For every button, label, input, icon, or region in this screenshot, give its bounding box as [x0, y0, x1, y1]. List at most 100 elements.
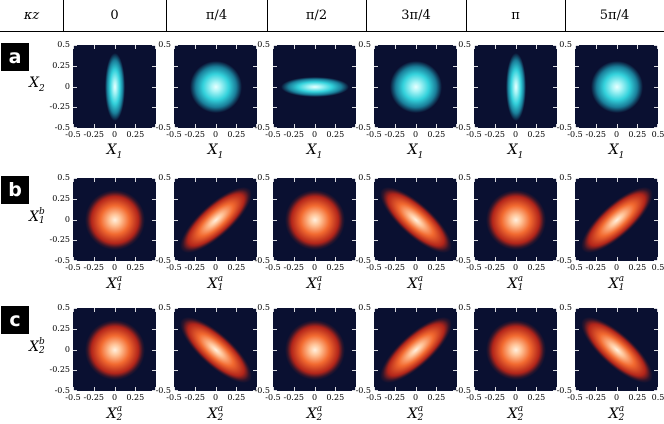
x-axis-label-sub: 2	[116, 413, 123, 423]
x-axis-label-base: X	[207, 406, 218, 422]
axis-tick	[474, 178, 475, 182]
x-tick-label: 0	[212, 263, 219, 272]
x-tick-label: -0.5	[567, 263, 583, 272]
axis-tick	[256, 178, 257, 182]
x-tick-label: 0	[412, 130, 419, 139]
axis-tick	[253, 390, 257, 391]
axis-tick	[273, 127, 277, 128]
wigner-distribution	[280, 76, 349, 97]
axis-tick	[273, 349, 277, 351]
axis-tick	[352, 260, 356, 261]
axis-tick	[654, 328, 658, 330]
axis-tick	[93, 124, 95, 128]
axis-tick	[575, 178, 579, 179]
axis-tick	[236, 308, 238, 312]
axis-tick	[575, 257, 576, 261]
axis-tick	[394, 124, 396, 128]
axis-tick	[394, 257, 396, 261]
y-tick-label: -0.5	[556, 256, 572, 265]
axis-tick	[654, 260, 658, 261]
axis-tick	[174, 390, 178, 391]
axis-tick	[135, 178, 137, 182]
axis-tick	[657, 387, 658, 391]
axis-tick	[436, 178, 438, 182]
axis-tick	[453, 390, 457, 391]
axis-tick	[394, 387, 396, 391]
axis-tick	[73, 45, 77, 46]
axis-tick	[575, 127, 579, 128]
axis-tick	[174, 260, 178, 261]
y-tick-label: -0.5	[155, 256, 171, 265]
axis-tick	[453, 127, 457, 128]
x-axis-label-sub: 2	[417, 413, 424, 423]
axis-tick	[415, 124, 417, 128]
axis-tick	[553, 328, 557, 330]
x-tick-label: -0.5	[466, 130, 482, 139]
axis-tick	[273, 107, 277, 109]
axis-tick	[152, 260, 156, 261]
axis-tick	[352, 65, 356, 67]
axis-tick	[253, 308, 257, 309]
x-tick-label: 0.25	[227, 263, 246, 272]
axis-tick	[474, 198, 478, 200]
x-tick-label: -0.5	[567, 393, 583, 402]
x-axis-label-base: X	[507, 406, 518, 422]
x-tick-label: -0.25	[585, 263, 606, 272]
x-axis-label-sup: a	[517, 404, 524, 414]
axis-tick	[174, 308, 178, 309]
axis-tick	[436, 308, 438, 312]
x-axis-label-sub: 1	[217, 150, 224, 161]
y-axis-label: X2	[29, 75, 45, 94]
axis-tick	[474, 328, 478, 330]
axis-tick	[374, 260, 378, 261]
x-axis-label-sup: a	[316, 274, 323, 284]
axis-tick	[595, 178, 597, 182]
phase-space-plot	[174, 308, 257, 391]
axis-tick	[174, 257, 175, 261]
x-tick-label: -0.25	[384, 263, 405, 272]
axis-tick	[236, 124, 238, 128]
y-tick-label: 0.5	[358, 173, 371, 182]
x-axis-label-base: X	[507, 276, 518, 292]
axis-tick	[293, 178, 295, 182]
axis-tick	[595, 124, 597, 128]
x-tick-label: -0.5	[567, 130, 583, 139]
x-tick-label: 0.25	[427, 130, 446, 139]
axis-tick	[553, 240, 557, 242]
axis-tick	[314, 308, 316, 312]
axis-tick	[73, 240, 77, 242]
axis-tick	[73, 124, 74, 128]
phase-space-plot	[474, 178, 557, 261]
phase-space-plot	[73, 308, 156, 391]
axis-tick	[556, 124, 557, 128]
axis-tick	[654, 240, 658, 242]
y-axis-label-base: X	[29, 75, 39, 91]
x-tick-label: 0.25	[628, 393, 647, 402]
axis-tick	[553, 86, 557, 88]
x-tick-label: 0.25	[326, 393, 345, 402]
axis-tick	[515, 387, 517, 391]
axis-tick	[174, 308, 175, 312]
axis-tick	[374, 124, 375, 128]
axis-tick	[515, 124, 517, 128]
axis-tick	[374, 257, 375, 261]
axis-tick	[474, 178, 478, 179]
wigner-distribution	[84, 189, 145, 250]
x-tick-label: 0.5	[651, 130, 664, 139]
phase-space-plot	[575, 308, 658, 391]
y-tick-label: -0.5	[54, 123, 70, 132]
x-axis-label-sup: a	[618, 274, 625, 284]
x-tick-label: -0.5	[65, 263, 81, 272]
x-axis-label-sup: a	[618, 404, 625, 414]
axis-tick	[352, 219, 356, 221]
axis-tick	[453, 86, 457, 88]
x-axis-label-sub: 1	[316, 283, 323, 293]
axis-tick	[453, 178, 457, 179]
x-axis-label-sub: 2	[316, 413, 323, 423]
axis-tick	[553, 198, 557, 200]
